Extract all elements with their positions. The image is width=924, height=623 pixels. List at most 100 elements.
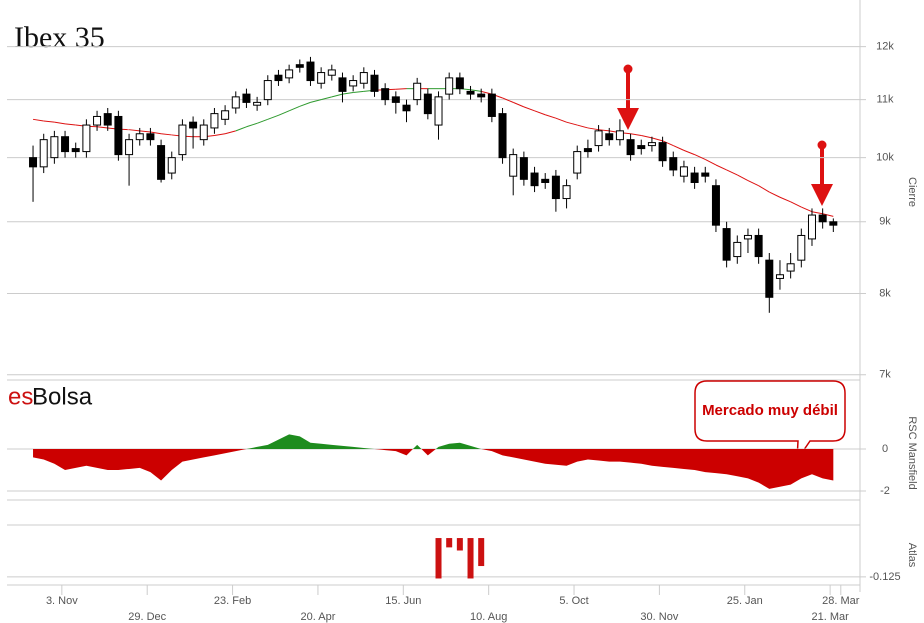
candle-body	[669, 157, 678, 171]
y-tick-label: 7k	[879, 369, 891, 381]
y-tick-label: 9k	[879, 216, 891, 228]
candle-body	[253, 101, 262, 106]
candle-body	[402, 104, 411, 112]
candle-body	[754, 234, 763, 258]
candle-body	[722, 228, 731, 261]
candle-body	[242, 93, 251, 103]
candle-body	[487, 93, 496, 117]
candle-body	[370, 74, 379, 92]
atlas-bar	[456, 538, 463, 551]
annotation: Mercado muy débil	[702, 402, 838, 419]
x-tick-label: 23. Feb	[214, 595, 251, 607]
candle-body	[562, 185, 571, 200]
candle-body	[349, 80, 358, 87]
candle-body	[285, 69, 294, 79]
candle-body	[317, 72, 326, 84]
x-tick-label: 10. Aug	[470, 611, 507, 623]
candle-body	[434, 96, 443, 126]
candle-body	[583, 148, 592, 153]
moving-average	[769, 191, 781, 198]
candle-body	[615, 130, 624, 141]
candle-body	[701, 172, 710, 177]
candle-body	[658, 142, 667, 162]
moving-average	[54, 121, 66, 125]
candle-body	[647, 142, 656, 147]
candle-body	[530, 172, 539, 187]
candle-body	[807, 214, 816, 240]
candle-body	[765, 259, 774, 298]
moving-average	[129, 129, 140, 132]
y-tick-label: 8k	[879, 287, 891, 299]
candle-body	[498, 113, 507, 159]
x-tick-label: 5. Oct	[559, 595, 588, 607]
candle-body	[146, 133, 155, 141]
moving-average	[545, 114, 557, 119]
candle-body	[690, 172, 699, 183]
moving-average	[64, 123, 76, 126]
candle-body	[189, 121, 198, 129]
moving-average	[278, 110, 290, 116]
candle-body	[50, 136, 59, 159]
moving-average	[566, 121, 578, 126]
moving-average	[267, 114, 279, 120]
candle-body	[509, 154, 518, 177]
moving-average	[214, 133, 226, 137]
moving-average	[737, 174, 749, 182]
moving-average	[224, 130, 236, 135]
moving-average	[705, 159, 717, 166]
candle-body	[29, 157, 38, 168]
moving-average	[747, 180, 759, 187]
candle-body	[71, 148, 80, 153]
rsc-area-negative	[33, 449, 834, 489]
y-axis-label: Cierre	[906, 177, 918, 207]
candle-body	[519, 157, 528, 180]
candle-body	[295, 64, 304, 68]
candle-body	[61, 136, 70, 153]
atlas-bar	[435, 538, 442, 579]
candle-body	[135, 133, 144, 141]
moving-average	[790, 201, 802, 208]
y-tick-label: 12k	[876, 41, 894, 53]
moving-average	[534, 110, 546, 116]
candle-body	[274, 74, 283, 82]
moving-average	[694, 154, 706, 160]
moving-average	[32, 118, 44, 122]
moving-average	[726, 169, 738, 176]
moving-average	[630, 133, 642, 137]
moving-average	[235, 126, 247, 132]
moving-average	[150, 131, 162, 135]
candle-body	[573, 151, 582, 174]
moving-average	[758, 185, 770, 193]
moving-average	[161, 133, 172, 136]
candle-body	[818, 214, 827, 223]
candle-body	[423, 93, 432, 115]
moving-average	[673, 145, 685, 151]
candle-body	[743, 234, 752, 240]
x-tick-label: 30. Nov	[640, 611, 678, 623]
candle-body	[679, 166, 688, 177]
moving-average	[651, 137, 663, 142]
candle-body	[221, 110, 230, 120]
moving-average	[811, 211, 823, 215]
candle-body	[455, 77, 464, 90]
candle-body	[466, 90, 475, 95]
moving-average	[331, 93, 343, 98]
candle-body	[477, 93, 486, 98]
candle-body	[637, 145, 646, 150]
moving-average	[555, 117, 567, 123]
y-tick-label: 0	[882, 443, 888, 455]
logo-bolsa: Bolsa	[32, 383, 93, 410]
x-tick-label: 21. Mar	[811, 611, 849, 623]
candle-body	[82, 124, 91, 153]
moving-average	[310, 99, 322, 103]
candle-body	[775, 274, 784, 279]
atlas-bar	[467, 538, 474, 579]
x-tick-label: 28. Mar	[822, 595, 860, 607]
moving-average	[470, 89, 482, 92]
y-tick-label: 10k	[876, 152, 894, 164]
moving-average	[801, 206, 813, 213]
candle-body	[711, 185, 720, 226]
moving-average	[395, 88, 407, 90]
